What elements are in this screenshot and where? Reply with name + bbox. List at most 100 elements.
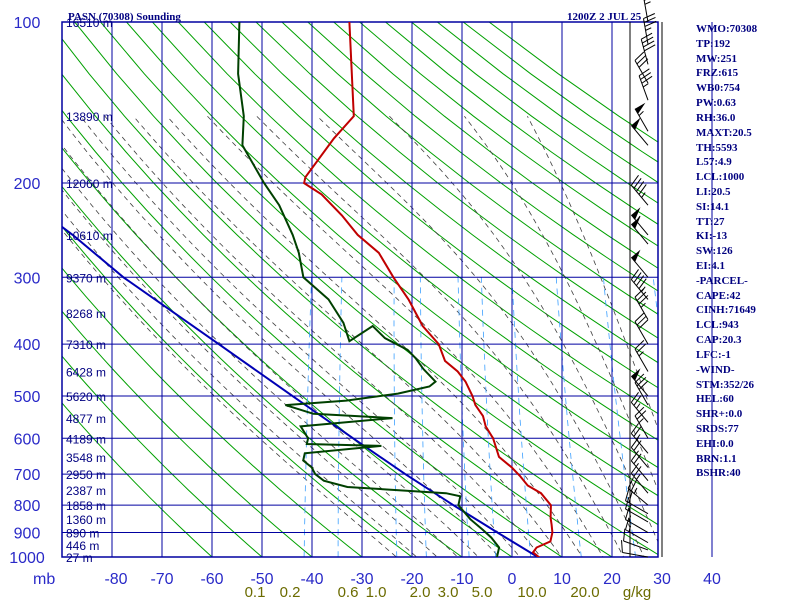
sounding-index-item: WB0:754 — [696, 82, 740, 95]
wind-barb — [634, 339, 649, 372]
sounding-index-item: KI:-13 — [696, 230, 728, 243]
mixing-ratio-line — [480, 277, 497, 557]
height-label: 10610 m — [66, 229, 113, 243]
sounding-index-item: EI:4.1 — [696, 260, 726, 272]
sounding-index-item: LI:20.5 — [696, 185, 731, 198]
mixing-ratio-line — [511, 277, 532, 557]
wind-barb — [638, 68, 653, 101]
sounding-index-item: STM:352/26 — [696, 378, 755, 391]
mixing-ratio-label: 0.2 — [280, 584, 301, 600]
temperature-tick-label: -40 — [300, 571, 323, 588]
wind-barb — [634, 373, 649, 406]
plot-frame — [61, 21, 659, 558]
wind-barb — [630, 463, 649, 494]
sounding-time: 1200Z 2 JUL 25 — [567, 11, 642, 23]
temperature-tick-label: -20 — [400, 571, 423, 588]
height-label: 5620 m — [66, 390, 106, 404]
wind-barb — [625, 507, 649, 533]
mixing-ratio-label: 5.0 — [472, 584, 493, 600]
grid-lines — [61, 21, 713, 558]
sounding-index-item: -WIND- — [696, 363, 735, 376]
temperature-tick-label: -10 — [450, 571, 473, 588]
parcel-trace-line — [62, 225, 540, 557]
temperature-tick-label: 40 — [703, 571, 721, 588]
dry-adiabat — [359, 22, 658, 247]
mixing-ratio-line — [419, 277, 427, 557]
height-label: 3548 m — [66, 451, 106, 465]
mixing-ratio-line — [393, 277, 398, 557]
height-label: 2950 m — [66, 468, 106, 482]
dry-adiabat — [62, 73, 613, 557]
height-label: 6428 m — [66, 365, 106, 379]
mixing-ratio-label: 20.0 — [570, 584, 599, 600]
dry-adiabat — [74, 22, 658, 526]
sounding-index-item: SRDS:77 — [696, 422, 739, 435]
sounding-index-item: SW:126 — [696, 245, 733, 258]
pressure-tick-label: 800 — [14, 498, 41, 515]
dry-adiabat — [255, 22, 658, 339]
temperature-tick-label: 30 — [653, 571, 671, 588]
dry-adiabat — [100, 22, 658, 497]
sounding-index-item: WMO:70308 — [696, 23, 758, 35]
sounding-index-item: TH:5593 — [696, 141, 738, 154]
height-label: 7310 m — [66, 338, 106, 352]
dry-adiabat — [126, 22, 658, 469]
pressure-tick-label: 100 — [14, 15, 41, 32]
height-label: 890 m — [66, 527, 99, 541]
mixing-ratio-line — [603, 277, 637, 557]
temperature-tick-label: -80 — [104, 571, 127, 588]
wind-barb — [630, 450, 649, 481]
sounding-index-item: MAXT:20.5 — [696, 126, 752, 139]
sounding-index-item: TP:192 — [696, 37, 731, 50]
wind-barb — [634, 288, 649, 320]
mixing-ratio-label: g/kg — [623, 584, 651, 600]
wind-barb — [625, 496, 649, 523]
sounding-index-item: CINH:71649 — [696, 304, 756, 317]
mixing-ratio-line — [337, 277, 343, 557]
wind-barb — [625, 517, 649, 544]
station-title: PASN (70308) Sounding — [68, 11, 181, 23]
pressure-tick-label: 700 — [14, 467, 41, 484]
sounding-index-item: TT:27 — [696, 215, 725, 228]
height-label: 12060 m — [66, 177, 113, 191]
axis-labels: -80 -70 -60 -50 -40 -30 -20 -10 0 10 20 30 40 mb 100 20… — [9, 15, 721, 600]
pressure-tick-label: 1000 — [9, 550, 45, 567]
sounding-index-item: LCL:1000 — [696, 171, 745, 184]
dry-adiabat — [229, 22, 658, 364]
sounding-index-item: -PARCEL- — [696, 274, 748, 287]
wind-barb — [630, 269, 649, 300]
wind-barb — [621, 540, 649, 558]
wind-barbs — [621, 0, 657, 558]
mixing-ratio-label: 3.0 — [438, 584, 459, 600]
wind-barb — [630, 117, 649, 146]
wind-barb — [634, 51, 649, 84]
wind-barb — [630, 392, 649, 423]
dewpoint-line — [237, 22, 501, 557]
mixing-ratio-label: 0.6 — [338, 584, 359, 600]
height-label: 8268 m — [66, 307, 106, 321]
sounding-index-item: BSHR:40 — [696, 467, 741, 480]
pressure-tick-label: 500 — [14, 389, 41, 406]
temperature-tick-label: -60 — [200, 571, 223, 588]
mixing-ratio-label: 2.0 — [410, 584, 431, 600]
pressure-tick-label: 400 — [14, 337, 41, 354]
dry-adiabat — [307, 22, 658, 292]
wind-barb — [625, 488, 649, 515]
height-label: 2387 m — [66, 484, 106, 498]
sounding-index-item: LCL:943 — [696, 319, 739, 332]
dry-adiabat — [62, 225, 413, 557]
height-label: 4189 m — [66, 432, 106, 446]
dry-adiabat — [62, 310, 313, 557]
sounding-index-item: LFC:-1 — [696, 348, 731, 361]
sounding-index-item: PW:0.63 — [696, 97, 737, 110]
mixing-ratio-line — [303, 277, 312, 557]
wind-barb — [630, 174, 649, 206]
sounding-index-item: EHI:0.0 — [696, 437, 734, 450]
mixing-ratio-label: 10.0 — [517, 584, 546, 600]
temperature-tick-label: -70 — [150, 571, 173, 588]
sounding-index-item: HEL:60 — [696, 393, 734, 406]
mixing-ratio-label: 0.1 — [245, 584, 266, 600]
height-label: 16510 m — [66, 16, 113, 30]
wind-barb — [630, 216, 649, 245]
